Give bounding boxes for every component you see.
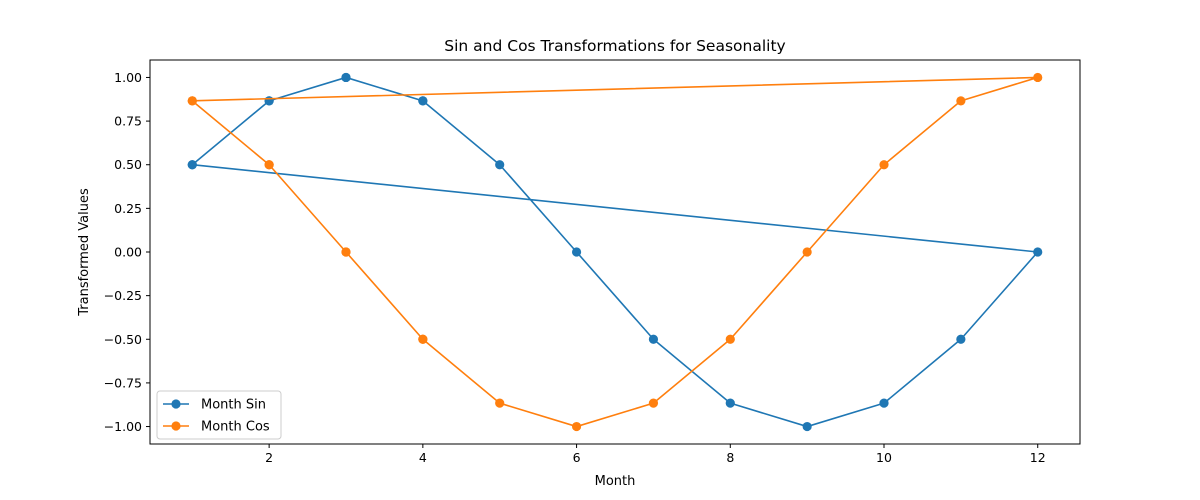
y-axis-ticks: −1.00 −0.75 −0.50 −0.25 0.00 0.25 0.50 0.75 1.00 [104, 70, 150, 434]
data-point [571, 247, 582, 257]
legend-swatch-marker [171, 399, 181, 409]
x-tick-label: 10 [876, 450, 892, 465]
data-point [648, 398, 659, 408]
x-tick-label: 2 [265, 450, 273, 465]
y-tick-label: −1.00 [104, 419, 142, 434]
chart-title: Sin and Cos Transformations for Seasonal… [444, 37, 785, 55]
data-point [725, 398, 735, 408]
series-layer [187, 72, 1043, 432]
series-month-cos [187, 72, 1043, 432]
legend-label-month-cos: Month Cos [201, 420, 270, 435]
data-point [341, 72, 351, 83]
y-tick-label: 0.50 [114, 157, 142, 172]
legend: Month Sin Month Cos [156, 390, 282, 440]
data-point [418, 334, 428, 344]
data-point [495, 160, 505, 170]
data-point [264, 96, 274, 106]
y-tick-label: 0.75 [114, 114, 142, 129]
x-tick-label: 6 [573, 450, 581, 465]
y-tick-label: −0.75 [104, 375, 142, 390]
data-point [571, 421, 582, 432]
data-point [879, 398, 889, 408]
data-point [495, 398, 505, 408]
y-axis-label: Transformed Values [77, 188, 92, 317]
x-axis-label: Month [595, 474, 636, 489]
data-point [802, 421, 812, 432]
x-tick-label: 4 [419, 450, 427, 465]
data-point [1033, 72, 1043, 83]
data-point [1033, 247, 1043, 257]
data-point [648, 334, 659, 344]
y-tick-label: 1.00 [114, 70, 142, 85]
y-tick-label: −0.25 [104, 288, 142, 303]
legend-label-month-sin: Month Sin [201, 398, 266, 413]
x-tick-label: 8 [726, 450, 734, 465]
x-axis-ticks: 2 4 6 8 10 12 [265, 444, 1046, 465]
legend-swatch-marker [171, 421, 181, 431]
legend-box [156, 390, 282, 440]
data-point [956, 334, 966, 344]
y-tick-label: −0.50 [104, 332, 142, 347]
x-tick-label: 12 [1030, 450, 1046, 465]
data-point [187, 96, 197, 106]
data-point [418, 96, 428, 106]
data-point [341, 247, 351, 257]
data-point [879, 160, 889, 170]
y-tick-label: 0.25 [114, 201, 142, 216]
data-point [725, 334, 735, 344]
data-point [187, 160, 197, 170]
y-tick-label: 0.00 [114, 245, 142, 260]
data-point [802, 247, 812, 257]
series-line-month-cos [191, 76, 1039, 428]
data-point [956, 96, 966, 106]
data-point [264, 160, 274, 170]
